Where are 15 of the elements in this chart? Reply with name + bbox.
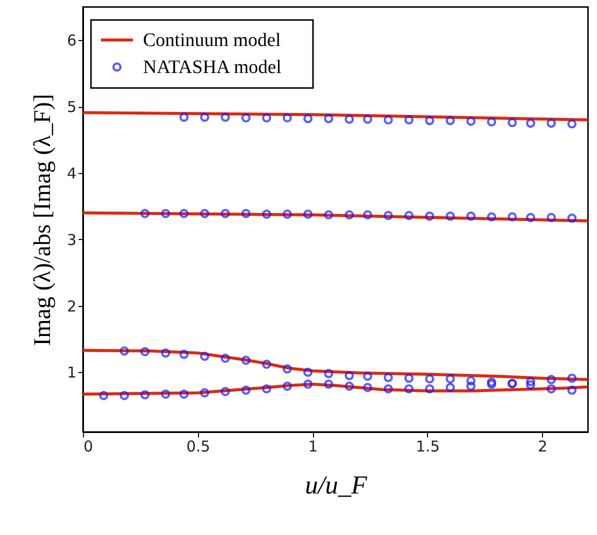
y-tick-label: 2 xyxy=(66,297,76,316)
y-tick-label: 5 xyxy=(66,98,76,116)
x-tick-label: 1.5 xyxy=(416,438,440,456)
x-tick-label: 2 xyxy=(538,438,548,456)
y-tick-label: 6 xyxy=(66,32,76,50)
y-axis-title: Imag (λ)/abs [Imag (λ_F)] xyxy=(30,94,56,346)
y-tick-label: 1 xyxy=(66,364,76,382)
y-tick-label: 4 xyxy=(66,164,76,183)
x-axis-title: u/u_F xyxy=(304,470,368,500)
x-tick-label: 0 xyxy=(84,438,94,456)
legend-label: Continuum model xyxy=(143,30,281,51)
x-tick-label: 0.5 xyxy=(186,438,210,456)
y-tick-label: 3 xyxy=(66,230,76,249)
x-tick-label: 1 xyxy=(308,438,318,456)
legend-label: NATASHA model xyxy=(143,57,282,78)
